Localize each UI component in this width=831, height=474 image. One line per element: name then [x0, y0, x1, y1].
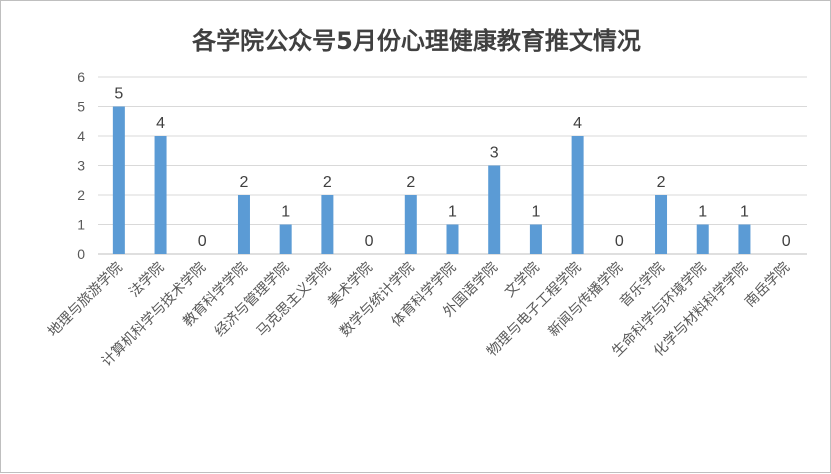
y-tick-label: 1	[77, 217, 85, 233]
data-label: 1	[740, 204, 749, 221]
data-label: 1	[281, 204, 290, 221]
bar	[112, 106, 125, 254]
bar	[279, 224, 292, 254]
bar	[488, 165, 501, 254]
category-label: 文学院	[502, 260, 543, 301]
data-label: 4	[573, 115, 582, 132]
data-label: 0	[782, 233, 791, 250]
y-tick-label: 3	[77, 158, 85, 174]
category-label: 经济与管理学院	[212, 260, 293, 341]
data-label: 0	[365, 233, 374, 250]
category-label: 马克思主义学院	[254, 260, 335, 341]
bar	[738, 224, 751, 254]
category-label: 法学院	[126, 260, 167, 301]
category-label: 地理与旅游学院	[45, 260, 126, 341]
bar	[237, 195, 250, 254]
data-label: 2	[240, 174, 249, 191]
category-label: 南岳学院	[742, 260, 793, 311]
data-label: 1	[698, 204, 707, 221]
y-tick-label: 4	[77, 128, 85, 144]
category-label: 数学与统计学院	[337, 260, 418, 341]
bar	[321, 195, 334, 254]
bar	[696, 224, 709, 254]
bar	[446, 224, 459, 254]
bar	[655, 195, 668, 254]
bar	[154, 136, 167, 254]
bar	[571, 136, 584, 254]
data-label: 1	[448, 204, 457, 221]
data-label: 0	[615, 233, 624, 250]
chart-title: 各学院公众号5月份心理健康教育推文情况	[192, 27, 641, 55]
y-tick-label: 5	[77, 99, 85, 115]
data-label: 0	[198, 233, 207, 250]
data-label: 3	[490, 145, 499, 162]
data-label: 1	[531, 204, 540, 221]
data-label: 2	[323, 174, 332, 191]
data-label: 2	[657, 174, 666, 191]
y-tick-label: 2	[77, 187, 85, 203]
data-label: 4	[156, 115, 165, 132]
bar	[404, 195, 417, 254]
y-tick-label: 6	[77, 69, 85, 85]
data-label: 5	[114, 86, 123, 103]
category-label: 新闻与传播学院	[546, 260, 627, 341]
data-label: 2	[406, 174, 415, 191]
y-tick-label: 0	[77, 246, 85, 262]
bar	[529, 224, 542, 254]
